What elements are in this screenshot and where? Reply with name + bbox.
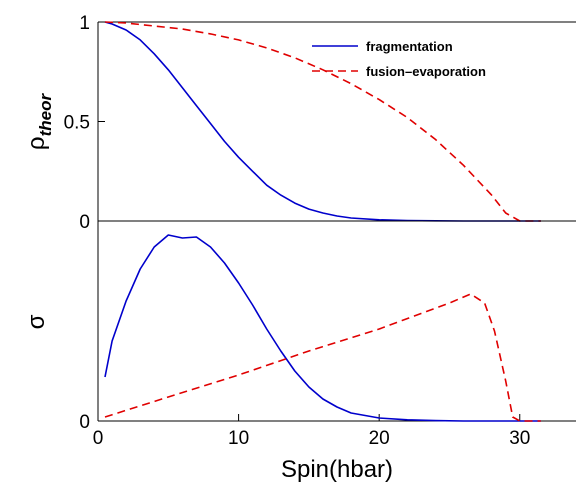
bottom-series-fragmentation [104, 234, 541, 422]
x-tick-label: 30 [509, 428, 530, 449]
x-tick-label: 20 [369, 428, 390, 449]
top-series-fusion-evaporation [104, 21, 541, 222]
x-tick-label: 10 [228, 428, 249, 449]
legend-label-fusion-evaporation: fusion–evaporation [366, 64, 486, 79]
top-y-tick-label: 1 [79, 13, 90, 34]
bottom-y-tick-label: 0 [79, 412, 90, 433]
x-tick-label: 0 [93, 428, 104, 449]
top-y-tick-label: 0 [79, 212, 90, 233]
bottom-panel: 00 10 20 30 [79, 220, 576, 449]
bottom-y-axis-title: σ [23, 314, 50, 329]
y-axis-titles: ρtheor σ [23, 93, 55, 330]
top-y-tick-label: 0.5 [64, 113, 90, 134]
bottom-series-fusion-evaporation [104, 293, 541, 422]
legend-label-fragmentation: fragmentation [366, 39, 453, 54]
top-y-axis-title: ρtheor [23, 93, 55, 151]
x-axis-title: Spin(hbar) [281, 456, 393, 483]
legend: fragmentation fusion–evaporation [312, 39, 486, 79]
top-series-fragmentation [104, 21, 541, 222]
